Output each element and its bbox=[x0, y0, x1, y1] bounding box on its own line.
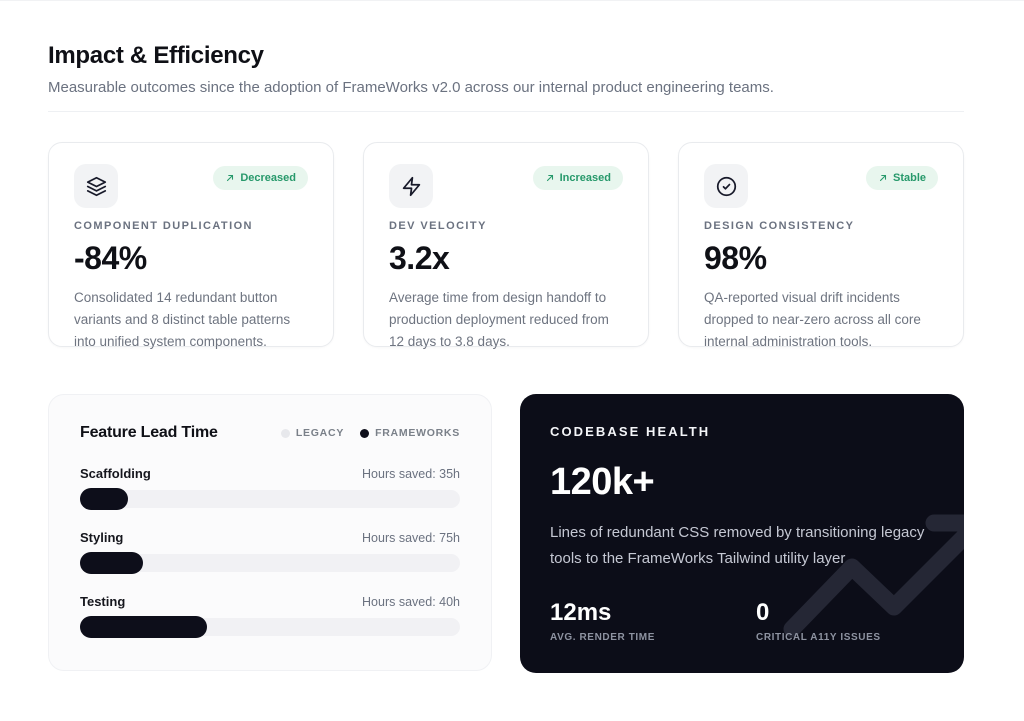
legend-label: FRAMEWORKS bbox=[375, 427, 460, 439]
trend-arrow-icon bbox=[879, 174, 887, 182]
bar-track bbox=[80, 488, 460, 510]
metric-value: 3.2x bbox=[389, 240, 450, 276]
zap-icon bbox=[389, 164, 433, 208]
stat-avg-render-time: 12ms AVG. RENDER TIME bbox=[550, 599, 756, 643]
metric-label: DESIGN CONSISTENCY bbox=[704, 220, 855, 232]
bar-row-scaffolding: Scaffolding Hours saved: 35h bbox=[80, 466, 460, 510]
metric-cards-row: Decreased COMPONENT DUPLICATION -84% Con… bbox=[48, 142, 964, 349]
header-divider bbox=[48, 111, 964, 112]
stat-critical-a11y-issues: 0 CRITICAL A11Y ISSUES bbox=[756, 599, 932, 643]
codebase-health-title: CODEBASE HEALTH bbox=[550, 424, 711, 439]
bar-row-styling: Styling Hours saved: 75h bbox=[80, 530, 460, 574]
codebase-stats-row: 12ms AVG. RENDER TIME 0 CRITICAL A11Y IS… bbox=[550, 599, 932, 643]
legacy-dot-icon bbox=[280, 428, 290, 438]
bar-row-head: Testing Hours saved: 40h bbox=[80, 594, 460, 609]
trend-arrow-icon bbox=[546, 174, 553, 182]
layers-icon bbox=[74, 164, 118, 208]
metric-card-top: Stable bbox=[704, 164, 938, 208]
page-subtitle: Measurable outcomes since the adoption o… bbox=[48, 79, 774, 96]
bar-row-head: Scaffolding Hours saved: 35h bbox=[80, 466, 460, 481]
status-badge-label: Decreased bbox=[240, 172, 296, 184]
codebase-health-card: CODEBASE HEALTH 120k+ Lines of redundant… bbox=[520, 394, 964, 673]
bar-fill bbox=[80, 488, 128, 510]
trending-up-icon bbox=[782, 497, 964, 647]
metric-value: 98% bbox=[704, 240, 767, 276]
metric-description: Consolidated 14 redundant button variant… bbox=[74, 290, 291, 349]
status-badge: Decreased bbox=[213, 166, 308, 190]
status-badge: Stable bbox=[865, 166, 938, 190]
metric-card-dev-velocity: Increased DEV VELOCITY 3.2x Average time… bbox=[363, 142, 649, 349]
metric-label: DEV VELOCITY bbox=[389, 220, 487, 232]
bar-track bbox=[80, 616, 460, 638]
bar-fill bbox=[80, 552, 144, 574]
metric-card-top: Decreased bbox=[74, 164, 308, 208]
bar-track bbox=[80, 552, 460, 574]
bar-row-testing: Testing Hours saved: 40h bbox=[80, 594, 460, 638]
stat-value: 12ms bbox=[550, 599, 612, 626]
frameworks-dot-icon bbox=[360, 428, 370, 438]
legend-item-legacy[interactable]: LEGACY bbox=[280, 427, 345, 439]
check-circle-icon bbox=[704, 164, 748, 208]
stat-value: 0 bbox=[756, 599, 770, 626]
impact-efficiency-section: Impact & Efficiency Measurable outcomes … bbox=[48, 1, 964, 673]
metric-card-design-consistency: Stable DESIGN CONSISTENCY 98% QA-reporte… bbox=[678, 142, 964, 349]
bar-row-head: Styling Hours saved: 75h bbox=[80, 530, 460, 545]
bar-fill bbox=[80, 616, 208, 638]
legend-item-frameworks[interactable]: FRAMEWORKS bbox=[360, 427, 460, 439]
chart-legend: LEGACY FRAMEWORKS bbox=[280, 427, 460, 439]
metric-description: Average time from design handoff to prod… bbox=[389, 290, 609, 349]
page-title: Impact & Efficiency bbox=[48, 42, 264, 69]
bar-hours-saved: Hours saved: 40h bbox=[362, 595, 460, 609]
chart-title: Feature Lead Time bbox=[80, 424, 218, 441]
metric-value: -84% bbox=[74, 240, 147, 276]
codebase-health-description: Lines of redundant CSS removed by transi… bbox=[550, 524, 925, 567]
bar-label: Scaffolding bbox=[80, 466, 151, 481]
status-badge: Increased bbox=[532, 166, 623, 190]
codebase-health-value: 120k+ bbox=[550, 461, 655, 503]
bar-label: Testing bbox=[80, 594, 126, 609]
legend-label: LEGACY bbox=[295, 427, 345, 439]
stat-label: AVG. RENDER TIME bbox=[550, 632, 655, 643]
metric-label: COMPONENT DUPLICATION bbox=[74, 220, 253, 232]
metric-card-component-duplication: Decreased COMPONENT DUPLICATION -84% Con… bbox=[48, 142, 334, 349]
bar-hours-saved: Hours saved: 35h bbox=[362, 467, 460, 481]
bar-hours-saved: Hours saved: 75h bbox=[362, 531, 460, 545]
stat-label: CRITICAL A11Y ISSUES bbox=[756, 632, 881, 643]
bottom-row: Feature Lead Time LEGACY FRAMEWORKS Scaf… bbox=[48, 394, 964, 673]
chart-header: Feature Lead Time LEGACY FRAMEWORKS bbox=[80, 424, 460, 442]
trend-arrow-icon bbox=[227, 174, 234, 182]
status-badge-label: Stable bbox=[892, 172, 926, 184]
metric-card-top: Increased bbox=[389, 164, 623, 208]
bar-label: Styling bbox=[80, 530, 124, 545]
metric-description: QA-reported visual drift incidents dropp… bbox=[704, 290, 921, 349]
status-badge-label: Increased bbox=[559, 172, 611, 184]
feature-lead-time-card: Feature Lead Time LEGACY FRAMEWORKS Scaf… bbox=[48, 394, 492, 671]
